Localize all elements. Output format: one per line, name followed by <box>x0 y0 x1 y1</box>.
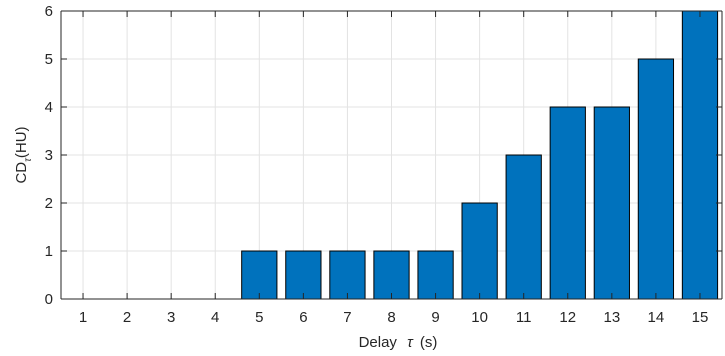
y-axis-label: CDτ(HU) <box>13 126 34 183</box>
x-tick-label: 15 <box>692 309 709 326</box>
x-tick-label: 13 <box>603 309 620 326</box>
x-tick-label: 6 <box>299 309 307 326</box>
bar-5 <box>241 250 278 300</box>
x-tick-labels: 1 2 3 4 5 6 7 8 9 10 11 12 13 14 15 <box>79 309 708 326</box>
x-tick-label: 12 <box>559 309 576 326</box>
bar-9 <box>417 250 454 300</box>
y-tick-label: 6 <box>45 3 53 20</box>
y-tick-label: 2 <box>45 195 53 212</box>
y-tick-label: 4 <box>45 99 53 116</box>
bar-14 <box>637 58 675 300</box>
y-tick-label: 1 <box>45 243 53 260</box>
axes <box>60 10 723 300</box>
y-tick-label: 5 <box>45 51 53 68</box>
bar-11 <box>505 154 542 300</box>
x-tick-label: 4 <box>211 309 219 326</box>
y-tick-label: 3 <box>45 147 53 164</box>
x-tick-label: 5 <box>255 309 263 326</box>
bar-13 <box>593 106 630 300</box>
x-tick-label: 2 <box>123 309 131 326</box>
bar-10 <box>461 202 498 300</box>
x-tick-label: 7 <box>343 309 351 326</box>
bar-12 <box>549 106 586 300</box>
x-axis-label: Delay τ (s) <box>359 334 438 351</box>
x-tick-label: 8 <box>387 309 395 326</box>
x-tick-label: 3 <box>167 309 175 326</box>
x-tick-label: 1 <box>79 309 87 326</box>
x-tick-label: 10 <box>471 309 488 326</box>
y-tick-labels: 0 1 2 3 4 5 6 <box>45 3 53 308</box>
x-tick-label: 9 <box>431 309 439 326</box>
x-tick-label: 11 <box>516 309 532 326</box>
bar-6 <box>285 250 322 300</box>
bar-7 <box>329 250 366 300</box>
y-tick-label: 0 <box>45 291 53 308</box>
x-tick-label: 14 <box>648 309 665 326</box>
bar-15 <box>681 10 719 300</box>
bar-8 <box>373 250 410 300</box>
